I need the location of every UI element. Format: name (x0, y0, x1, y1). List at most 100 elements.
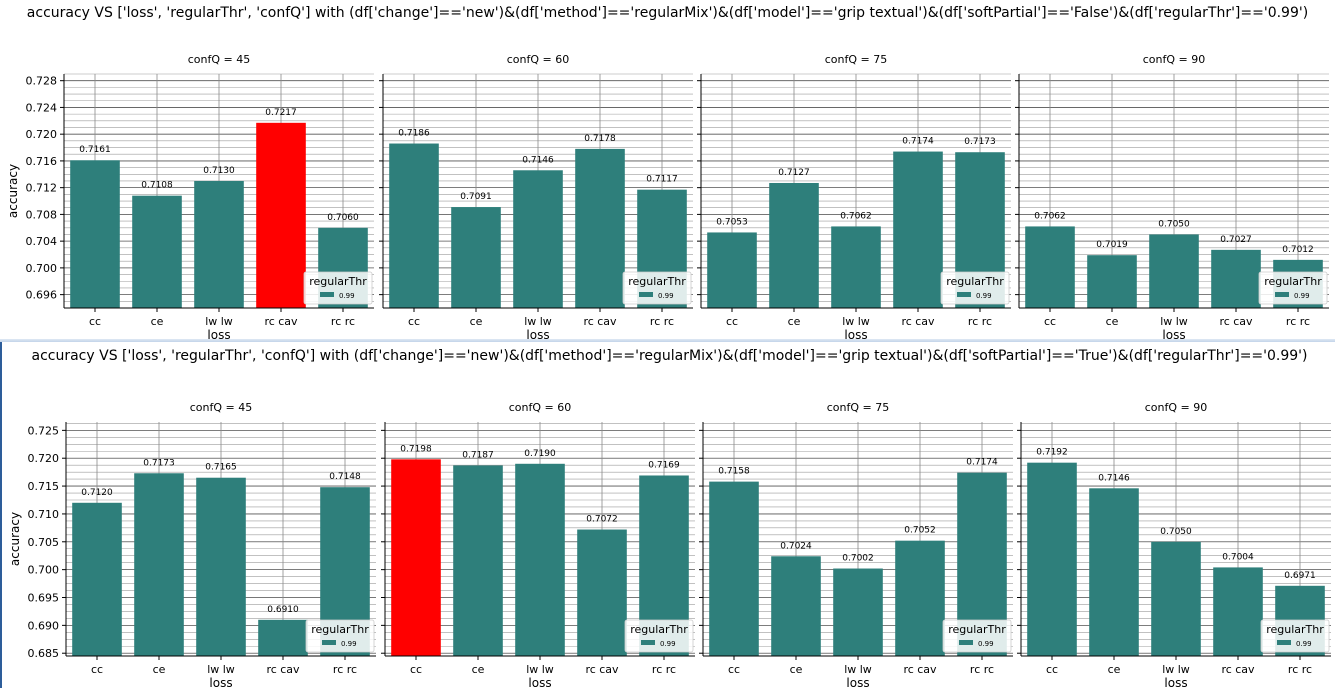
bar-cc (709, 481, 759, 656)
x-tick-label: lw lw (842, 315, 870, 328)
y-tick-label: 0.720 (28, 452, 60, 465)
figure-separator (0, 339, 1335, 343)
x-tick-label: rc rc (970, 663, 994, 676)
legend: regularThr 0.99 (622, 271, 692, 305)
bar-value-label: 0.6910 (267, 605, 299, 615)
legend-title: regularThr (630, 623, 688, 636)
bar-ce (1087, 255, 1137, 308)
legend-swatch (320, 292, 334, 297)
bar-ce (453, 465, 503, 656)
bar-lw-lw (831, 226, 881, 308)
bar-value-label: 0.7173 (964, 137, 996, 147)
x-tick-label: lw lw (844, 663, 872, 676)
bar-value-label: 0.7198 (400, 444, 432, 454)
x-tick-label: cc (91, 663, 103, 676)
bar-value-label: 0.7120 (81, 488, 113, 498)
bar-chart-grid: accuracy confQ = 45 0.696 0.700 0.704 0.708 0.… (6, 53, 1329, 340)
y-tick-label: 0.728 (26, 75, 58, 88)
y-tick-label: 0.690 (28, 619, 60, 632)
legend-entry: 0.99 (1294, 292, 1310, 300)
bar-cc (1025, 226, 1075, 308)
y-tick-label: 0.710 (28, 508, 60, 521)
bar-value-label: 0.7108 (141, 181, 173, 191)
legend-swatch (959, 640, 973, 645)
bar-value-label: 0.7130 (203, 166, 235, 176)
legend-title: regularThr (1264, 275, 1322, 288)
x-tick-label: rc rc (652, 663, 676, 676)
bar-value-label: 0.7019 (1096, 240, 1128, 250)
x-tick-label: rc rc (333, 663, 357, 676)
panel-2: confQ = 75 0.7053 cc 0.7127 ce 0.7062 lw lw 0.7… (697, 53, 1011, 340)
bar-value-label: 0.7146 (522, 155, 554, 165)
bar-value-label: 0.7050 (1160, 527, 1192, 537)
bar-value-label: 0.7173 (143, 458, 175, 468)
bar-lw-lw (196, 477, 246, 656)
legend: regularThr 0.99 (940, 271, 1010, 305)
panel-title: confQ = 45 (188, 53, 251, 66)
x-axis-label: loss (844, 328, 867, 340)
x-tick-label: rc rc (331, 315, 355, 328)
x-axis-label: loss (526, 328, 549, 340)
x-tick-label: rc cav (901, 315, 935, 328)
y-tick-label: 0.716 (26, 155, 58, 168)
bar-value-label: 0.7161 (79, 145, 111, 155)
panel-2: confQ = 75 0.7158 cc 0.7024 ce 0.7002 lw lw 0.7… (699, 401, 1013, 688)
legend-entry: 0.99 (1296, 640, 1312, 648)
y-axis-label: accuracy (6, 164, 20, 218)
y-tick-label: 0.696 (26, 289, 58, 302)
panel-3: confQ = 90 0.7062 cc 0.7019 ce 0.7050 lw lw 0.7… (1015, 53, 1329, 340)
bar-lw-lw (513, 170, 563, 308)
x-tick-label: ce (1106, 315, 1119, 328)
y-tick-label: 0.704 (26, 235, 58, 248)
x-tick-label: rc rc (968, 315, 992, 328)
bar-cc (707, 232, 757, 308)
x-axis-label: loss (207, 328, 230, 340)
x-tick-label: cc (726, 315, 738, 328)
x-tick-label: cc (1044, 315, 1056, 328)
x-tick-label: rc cav (903, 663, 937, 676)
x-tick-label: ce (788, 315, 801, 328)
legend: regularThr 0.99 (1260, 619, 1330, 653)
x-tick-label: lw lw (524, 315, 552, 328)
bar-cc (1027, 462, 1077, 656)
y-tick-label: 0.705 (28, 536, 60, 549)
bar-value-label: 0.7091 (460, 192, 492, 202)
bar-rc-cav (258, 619, 308, 656)
legend-title: regularThr (311, 623, 369, 636)
bar-rc-cav (256, 122, 306, 308)
bar-ce (771, 556, 821, 656)
legend-title: regularThr (628, 275, 686, 288)
panel-title: confQ = 60 (507, 53, 570, 66)
bar-cc (70, 160, 120, 308)
y-tick-label: 0.708 (26, 208, 58, 221)
bar-lw-lw (194, 180, 244, 308)
figure-title: accuracy VS ['loss', 'regularThr', 'conf… (31, 348, 1308, 364)
bar-value-label: 0.7169 (648, 460, 680, 470)
panel-1: confQ = 60 0.7186 cc 0.7091 ce 0.7146 lw lw 0.7… (379, 53, 693, 340)
x-tick-label: ce (151, 315, 164, 328)
bar-chart-grid: accuracy confQ = 45 0.685 0.690 0.695 0.700 0.… (8, 401, 1331, 688)
bar-value-label: 0.7190 (524, 449, 556, 459)
bar-ce (132, 195, 182, 308)
legend-entry: 0.99 (660, 640, 676, 648)
legend-swatch (322, 640, 336, 645)
x-tick-label: rc rc (1288, 663, 1312, 676)
bar-value-label: 0.7127 (778, 168, 810, 178)
x-axis-label: loss (1164, 676, 1187, 688)
x-tick-label: ce (472, 663, 485, 676)
legend-entry: 0.99 (339, 292, 355, 300)
bar-value-label: 0.7053 (716, 217, 748, 227)
panel-title: confQ = 60 (509, 401, 572, 414)
legend-swatch (639, 292, 653, 297)
bar-value-label: 0.7174 (966, 458, 998, 468)
figure-softpartial-true: accuracy VS ['loss', 'regularThr', 'conf… (0, 342, 1335, 688)
bar-lw-lw (1151, 541, 1201, 656)
x-tick-label: rc rc (650, 315, 674, 328)
legend-swatch (957, 292, 971, 297)
x-tick-label: lw lw (1162, 663, 1190, 676)
bar-value-label: 0.6971 (1284, 571, 1316, 581)
panel-title: confQ = 45 (190, 401, 253, 414)
legend: regularThr 0.99 (942, 619, 1012, 653)
figure-title: accuracy VS ['loss', 'regularThr', 'conf… (26, 5, 1309, 21)
bar-ce (134, 473, 184, 656)
